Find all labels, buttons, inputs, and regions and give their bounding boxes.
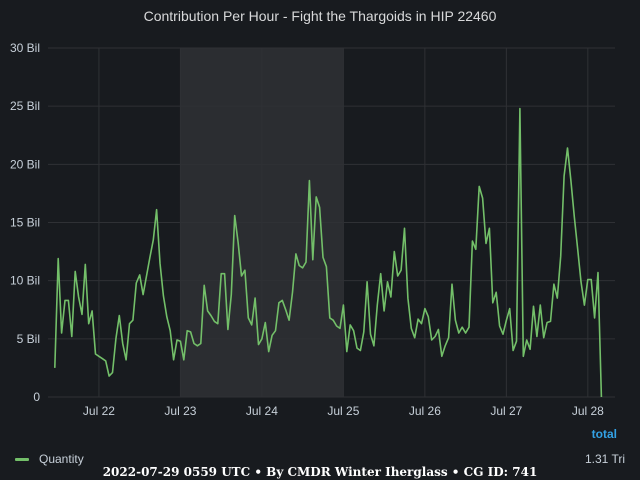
chart-grid (48, 47, 615, 398)
x-tick-label: Jul 22 (83, 404, 115, 418)
legend-total-quantity: 1.31 Tri (584, 452, 625, 466)
x-tick-label: Jul 27 (490, 404, 522, 418)
y-tick-label: 5 Bil (17, 332, 40, 346)
y-tick-label: 10 Bil (10, 274, 40, 288)
chart-series (54, 107, 603, 398)
x-tick-label: Jul 25 (327, 404, 359, 418)
x-tick-label: Jul 28 (572, 404, 604, 418)
y-tick-label: 20 Bil (10, 157, 40, 171)
x-tick-label: Jul 26 (409, 404, 441, 418)
x-tick-label: Jul 24 (246, 404, 278, 418)
y-tick-label: 25 Bil (10, 99, 40, 113)
y-tick-label: 30 Bil (10, 41, 40, 55)
x-axis: Jul 22 Jul 23 Jul 24 Jul 25 Jul 26 Jul 27 Jul … (83, 404, 604, 418)
chart-title: Contribution Per Hour - Fight the Thargo… (143, 8, 497, 24)
legend-item-quantity[interactable]: Quantity (39, 452, 84, 466)
y-axis: 0 5 Bil 10 Bil 15 Bil 20 Bil 25 Bil 30 Bil (10, 41, 40, 404)
y-tick-label: 15 Bil (10, 216, 40, 230)
x-tick-label: Jul 23 (164, 404, 196, 418)
legend-total-header[interactable]: total (591, 427, 617, 441)
series-line-quantity[interactable] (54, 107, 603, 398)
legend-swatch-quantity (15, 458, 29, 461)
y-tick-label: 0 (33, 390, 40, 404)
footer-credit: 2022-07-29 0559 UTC • By CMDR Winter Ihe… (102, 465, 538, 479)
line-chart[interactable]: 0 5 Bil 10 Bil 15 Bil 20 Bil 25 Bil 30 Bil Jul… (0, 0, 640, 440)
